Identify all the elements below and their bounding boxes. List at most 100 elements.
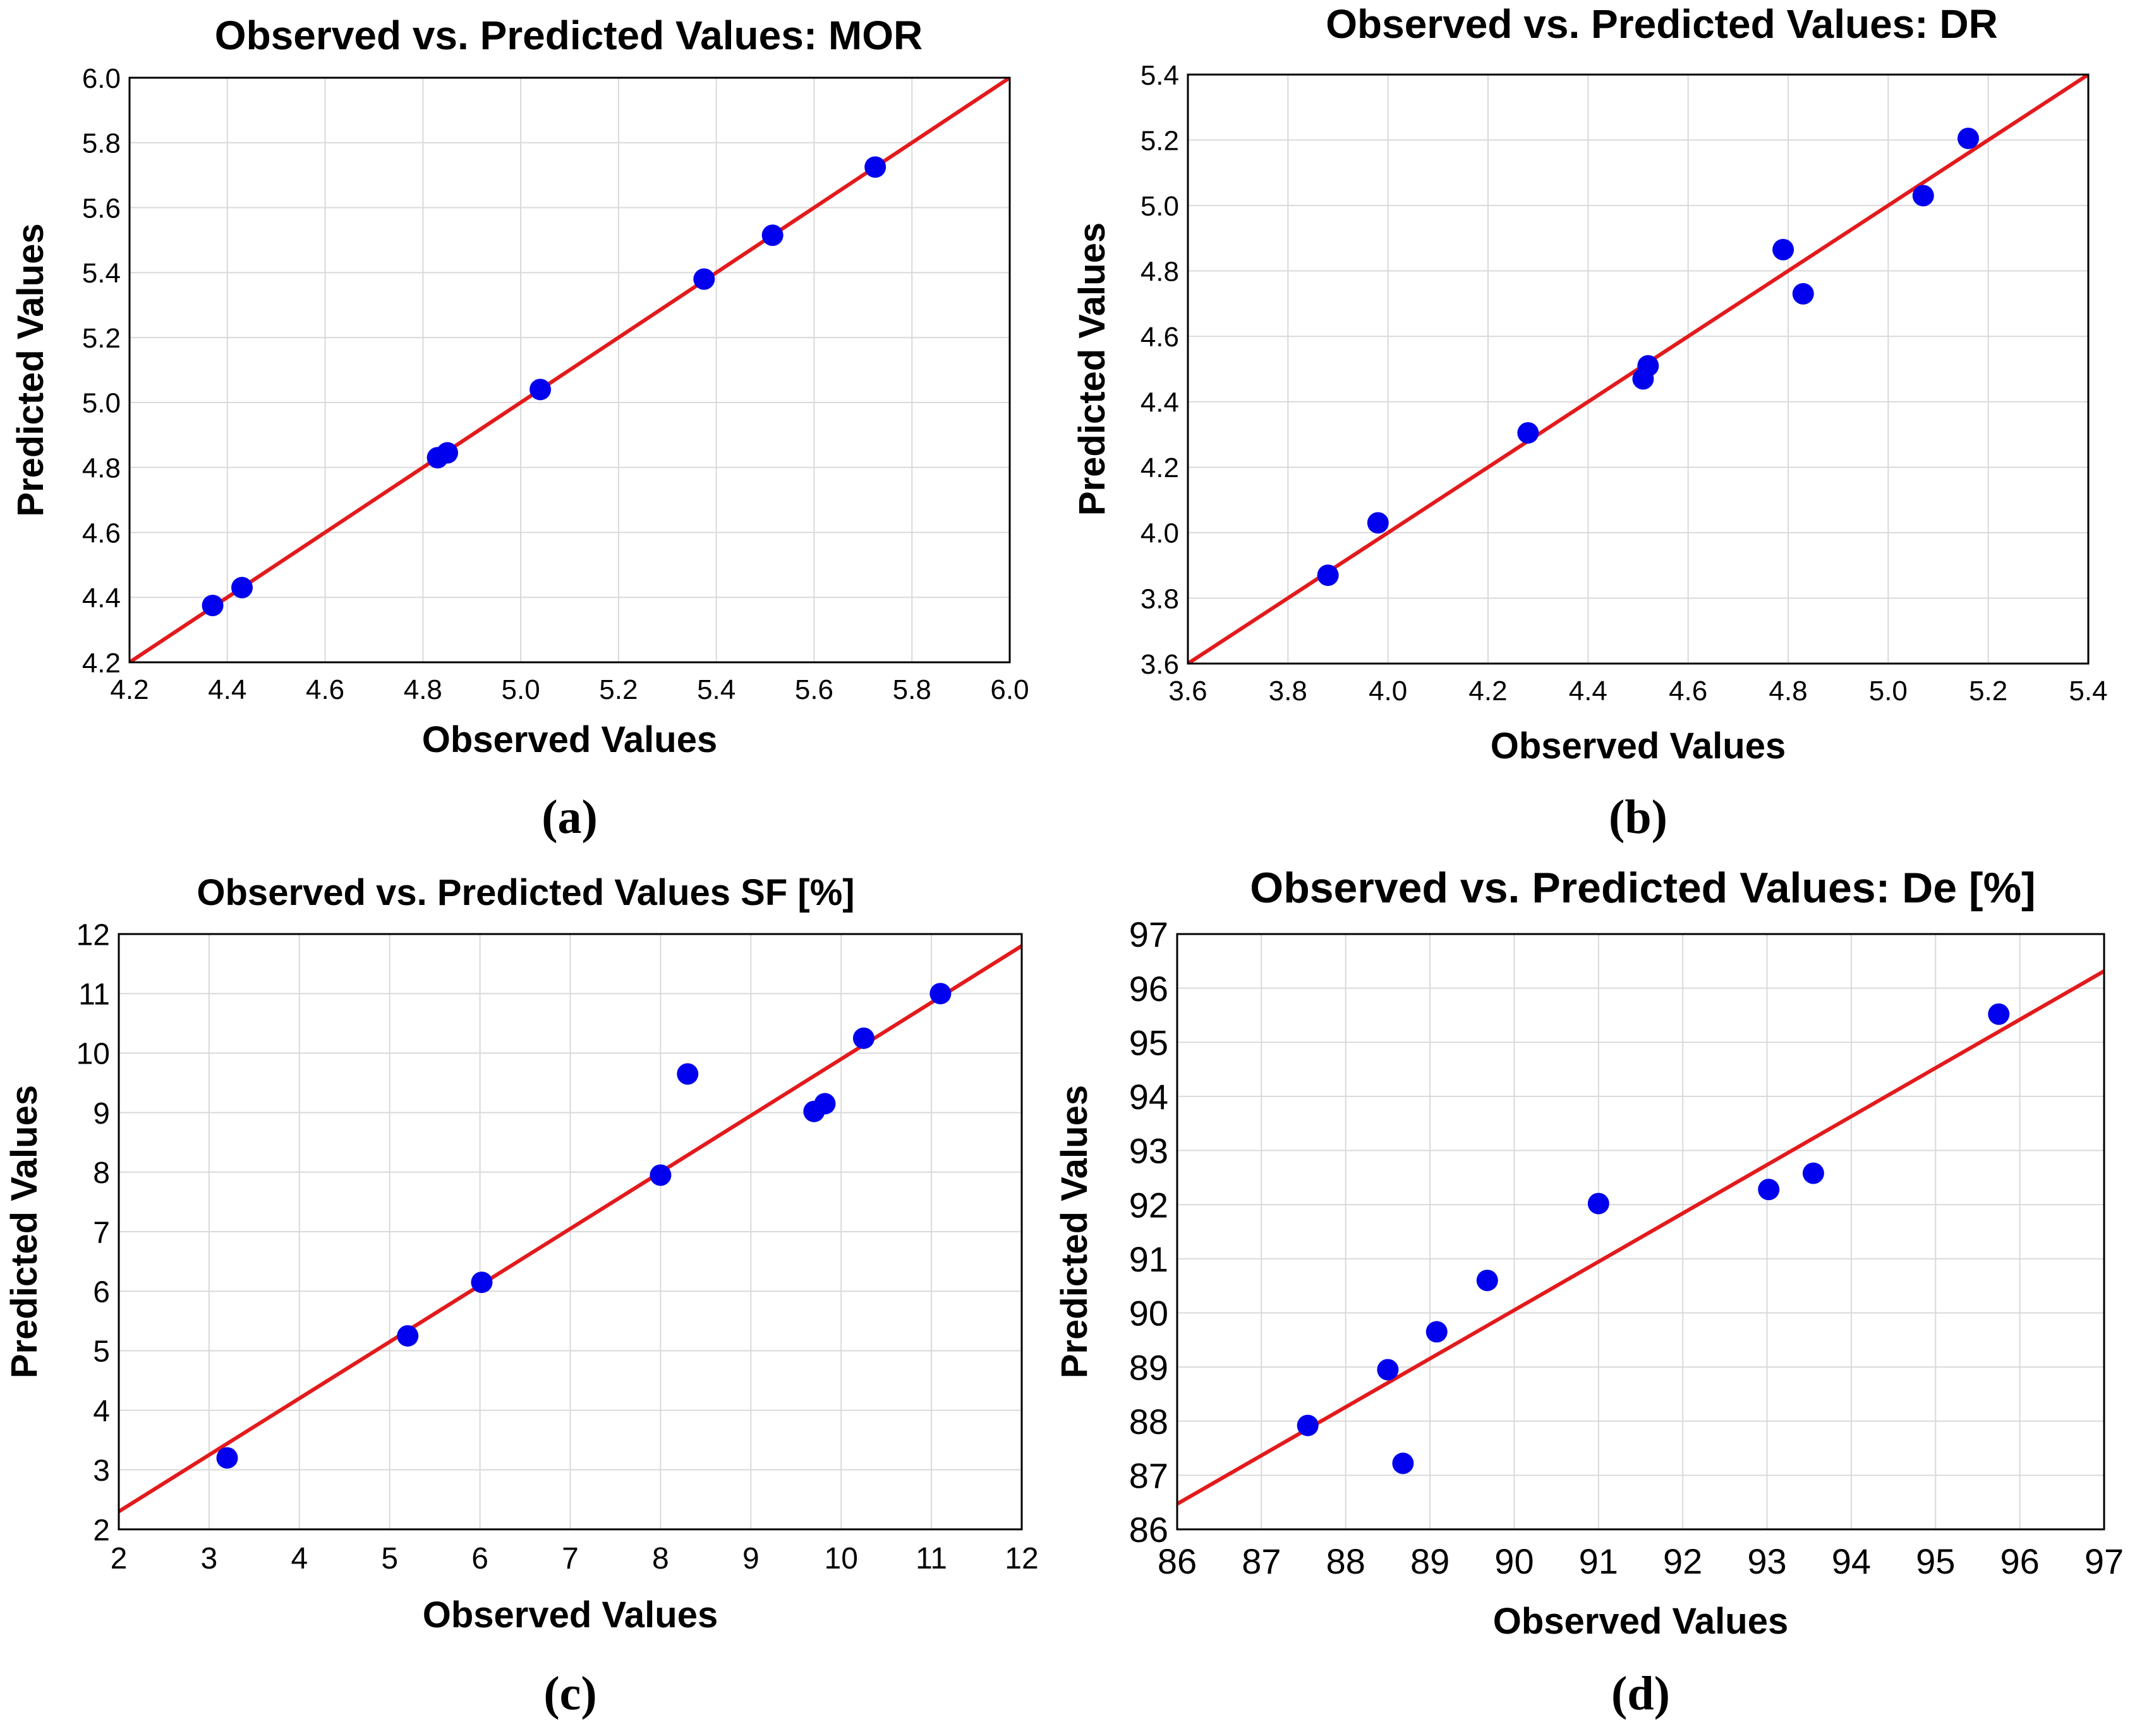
x-tick-label: 4.2 xyxy=(1468,676,1507,707)
panel-label: (c) xyxy=(543,1667,596,1720)
x-tick-label: 4 xyxy=(291,1542,308,1575)
fit-line xyxy=(1177,969,2104,1506)
y-tick-label: 3.8 xyxy=(1141,583,1179,614)
y-tick-label: 5.6 xyxy=(82,193,121,224)
panel-a: 4.2 4.4 4.6 4.8 5.0 5.2 5.4 5.6 5.8 6.0 4.2 4.4 4.6 4… xyxy=(10,13,1029,844)
y-tick-label: 92 xyxy=(1129,1185,1168,1225)
x-tick-label: 4.0 xyxy=(1369,676,1407,707)
panel-c: 2 3 4 5 6 7 8 9 10 11 12 2 3 4 5 6 7 8 9 10 11 12 Observed vs.… xyxy=(4,872,1039,1720)
x-tick-label: 11 xyxy=(916,1542,947,1575)
x-tick-label: 5.0 xyxy=(1869,676,1908,707)
x-axis-title: Observed Values xyxy=(422,719,717,760)
chart-title: Observed vs. Predicted Values: MOR xyxy=(215,13,923,58)
y-tick-label: 87 xyxy=(1129,1456,1168,1496)
data-point xyxy=(1958,127,1979,149)
x-tick-label: 5.2 xyxy=(599,674,638,705)
y-tick-label: 5.2 xyxy=(82,323,121,354)
chart-title: Observed vs. Predicted Values SF [%] xyxy=(197,872,854,913)
x-tick-label: 5.6 xyxy=(795,674,833,705)
x-tick-label: 6.0 xyxy=(990,674,1029,705)
y-tick-label: 12 xyxy=(76,918,110,952)
y-tick-label: 91 xyxy=(1129,1239,1168,1279)
data-point xyxy=(864,156,886,178)
x-tick-label: 3.6 xyxy=(1168,676,1207,707)
x-tick-label: 7 xyxy=(562,1542,579,1575)
y-tick-label: 7 xyxy=(93,1216,110,1249)
y-tick-label: 9 xyxy=(93,1097,110,1131)
y-tick-label: 4.8 xyxy=(82,453,121,484)
data-point xyxy=(1392,1452,1414,1474)
x-tick-label: 9 xyxy=(742,1542,759,1575)
data-point xyxy=(650,1164,672,1186)
y-tick-label: 4.2 xyxy=(1141,452,1179,483)
x-tick-label: 4.4 xyxy=(1569,676,1607,707)
y-tick-label: 4.6 xyxy=(82,518,121,549)
panel-label: (d) xyxy=(1611,1667,1670,1720)
data-point xyxy=(1367,512,1389,534)
x-tick-label: 5.4 xyxy=(2069,676,2107,707)
x-tick-label: 5.4 xyxy=(697,674,735,705)
x-tick-label: 87 xyxy=(1242,1541,1281,1581)
chart-title: Observed vs. Predicted Values: De [%] xyxy=(1250,864,2035,912)
panel-label: (a) xyxy=(542,791,598,844)
y-tick-label: 88 xyxy=(1129,1402,1168,1442)
y-tick-label: 90 xyxy=(1129,1294,1168,1333)
data-point xyxy=(1425,1321,1448,1343)
y-axis-title: Predicted Values xyxy=(1054,1085,1095,1378)
x-tick-label: 8 xyxy=(652,1542,669,1575)
x-tick-label: 4.4 xyxy=(208,674,246,705)
data-point xyxy=(1476,1270,1498,1292)
y-tick-label: 5.0 xyxy=(1141,191,1179,222)
plot-frame xyxy=(128,76,1011,664)
data-point xyxy=(852,1027,874,1049)
x-tick-label: 5.8 xyxy=(893,674,931,705)
x-tick-label: 6 xyxy=(471,1542,488,1575)
y-axis-title: Predicted Values xyxy=(4,1085,45,1378)
x-tick-label: 91 xyxy=(1579,1541,1618,1581)
x-tick-label: 86 xyxy=(1158,1541,1197,1581)
data-point xyxy=(1772,239,1794,261)
data-point xyxy=(1758,1179,1780,1201)
y-tick-label: 4 xyxy=(93,1395,110,1428)
x-tick-label: 12 xyxy=(1005,1542,1038,1575)
data-point xyxy=(1587,1193,1609,1215)
data-point xyxy=(1802,1162,1824,1184)
data-point xyxy=(1377,1359,1399,1381)
y-tick-label: 5.0 xyxy=(82,388,121,419)
plot-frame xyxy=(1176,933,2105,1531)
x-tick-label: 5 xyxy=(381,1542,398,1575)
y-tick-label: 6.0 xyxy=(82,63,121,94)
y-tick-label: 3 xyxy=(93,1454,110,1488)
panel-d: 86 87 88 89 90 91 92 93 94 95 96 97 86 87 88 89 90 91 92 93… xyxy=(1054,864,2124,1720)
y-tick-label: 86 xyxy=(1129,1510,1168,1550)
data-point xyxy=(814,1093,836,1115)
y-tick-label: 3.6 xyxy=(1141,649,1179,680)
plot-frame xyxy=(1187,73,2090,665)
x-tick-label: 90 xyxy=(1494,1541,1534,1581)
data-point xyxy=(1517,422,1539,444)
data-point xyxy=(216,1447,238,1469)
fit-line xyxy=(130,78,1010,662)
y-tick-label: 4.2 xyxy=(82,648,121,679)
data-point xyxy=(437,442,459,464)
y-tick-label: 11 xyxy=(78,978,110,1011)
x-tick-label: 3 xyxy=(201,1542,218,1575)
x-tick-label: 89 xyxy=(1410,1541,1449,1581)
y-tick-label: 5.8 xyxy=(82,128,121,159)
data-point xyxy=(471,1272,493,1294)
x-tick-label: 4.6 xyxy=(1669,676,1707,707)
x-tick-label: 93 xyxy=(1747,1541,1786,1581)
x-axis-title: Observed Values xyxy=(1491,725,1786,767)
data-point xyxy=(1317,564,1339,586)
x-tick-label: 95 xyxy=(1916,1541,1955,1581)
y-axis-title: Predicted Values xyxy=(1072,222,1113,516)
y-tick-label: 4.4 xyxy=(82,583,121,614)
x-tick-label: 96 xyxy=(2000,1541,2039,1581)
panel-b: 3.6 3.8 4.0 4.2 4.4 4.6 4.8 5.0 5.2 5.4 3.6 3.8 4.0 4… xyxy=(1072,1,2108,844)
data-point xyxy=(1297,1414,1319,1436)
y-tick-label: 6 xyxy=(93,1275,110,1309)
y-axis-title: Predicted Values xyxy=(10,223,51,516)
y-tick-label: 93 xyxy=(1129,1131,1168,1171)
x-tick-label: 4.8 xyxy=(404,674,442,705)
